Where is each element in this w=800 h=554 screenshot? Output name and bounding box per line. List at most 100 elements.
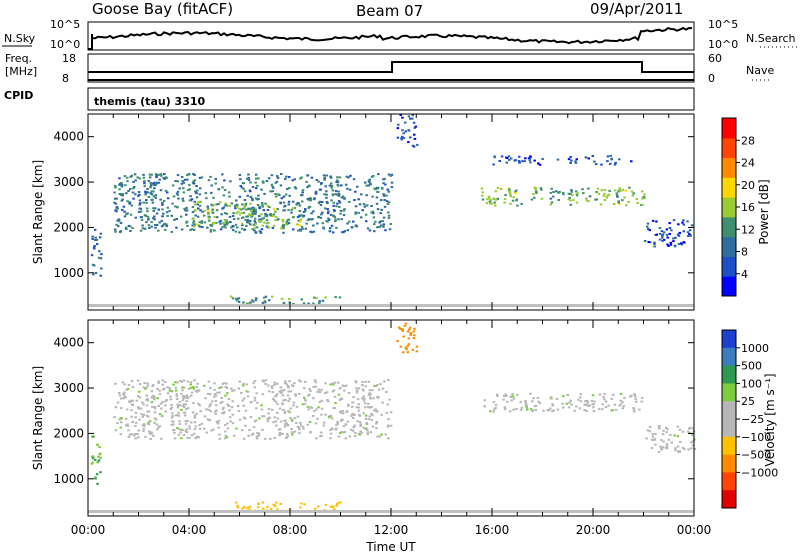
velocity-echo-cell — [160, 407, 163, 410]
power-echo-cell — [264, 202, 267, 205]
velocity-echo-cell — [90, 462, 93, 465]
power-echo-cell — [93, 245, 96, 247]
power-echo-cell — [243, 199, 247, 201]
power-echo-cell — [625, 204, 628, 207]
velocity-echo-cell — [229, 420, 232, 423]
power-echo-cell — [300, 214, 303, 217]
power-echo-cell — [500, 155, 504, 158]
power-echo-cell — [292, 207, 295, 210]
power-echo-cell — [255, 187, 258, 190]
power-echo-cell — [567, 158, 571, 161]
power-echo-cell — [416, 143, 419, 146]
velocity-echo-cell — [529, 408, 533, 411]
power-echo-cell — [262, 217, 265, 220]
power-echo-cell — [595, 191, 598, 193]
velocity-echo-cell — [386, 403, 389, 406]
power-echo-cell — [180, 176, 184, 178]
power-echo-cell — [192, 173, 195, 175]
velocity-echo-cell — [310, 407, 314, 409]
power-echo-cell — [237, 210, 240, 213]
power-echo-cell — [274, 216, 278, 218]
velocity-echo-cell — [131, 400, 134, 403]
power-echo-cell — [282, 227, 285, 230]
power-echo-region — [643, 219, 694, 248]
power-echo-cell — [375, 202, 379, 205]
velocity-echo-cell — [353, 414, 356, 416]
power-echo-cell — [211, 223, 215, 226]
power-echo-cell — [686, 220, 689, 223]
velocity-echo-cell — [189, 381, 193, 384]
velocity-echo-cell — [144, 435, 147, 438]
power-echo-cell — [342, 209, 346, 212]
power-echo-cell — [242, 182, 245, 185]
velocity-echo-cell — [138, 390, 141, 393]
velocity-echo-cell — [341, 410, 344, 412]
velocity-echo-cell — [217, 426, 220, 429]
velocity-echo-cell — [367, 406, 370, 408]
velocity-echo-cell — [323, 421, 326, 424]
power-echo-cell — [261, 180, 265, 183]
power-echo-cell — [292, 216, 295, 219]
velocity-echo-cell — [274, 400, 278, 403]
velocity-echo-cell — [619, 392, 623, 395]
power-echo-cell — [252, 300, 255, 303]
power-echo-cell — [688, 229, 692, 232]
velocity-echo-cell — [408, 328, 411, 331]
power-echo-cell — [249, 181, 252, 184]
velocity-echo-cell — [216, 422, 220, 425]
power-echo-cell — [256, 204, 260, 206]
velocity-echo-cell — [91, 457, 95, 460]
power-echo-cell — [249, 207, 253, 210]
velocity-echo-cell — [358, 433, 362, 436]
power-echo-cell — [538, 163, 542, 166]
power-echo-cell — [618, 187, 621, 190]
velocity-echo-cell — [688, 427, 691, 430]
power-colorbar-cell — [722, 157, 736, 178]
power-echo-cell — [293, 186, 297, 189]
velocity-echo-cell — [322, 424, 326, 427]
velocity-echo-cell — [367, 402, 370, 405]
power-echo-cell — [385, 194, 388, 197]
velocity-echo-cell — [304, 399, 307, 402]
power-echo-cell — [584, 156, 588, 159]
velocity-echo-cell — [664, 426, 668, 429]
velocity-echo-cell — [149, 438, 152, 440]
power-echo-cell — [686, 231, 690, 234]
velocity-echo-cell — [179, 379, 182, 382]
velocity-echo-cell — [241, 399, 244, 402]
power-echo-cell — [312, 230, 316, 233]
power-echo-cell — [663, 231, 666, 234]
power-echo-cell — [340, 184, 343, 187]
velocity-echo-cell — [364, 380, 367, 383]
velocity-echo-cell — [661, 433, 665, 436]
power-echo-cell — [174, 180, 177, 182]
velocity-echo-cell — [214, 410, 217, 413]
velocity-echo-cell — [135, 399, 138, 402]
power-echo-cell — [353, 199, 356, 201]
power-echo-cell — [670, 229, 673, 232]
velocity-echo-cell — [549, 396, 553, 399]
velocity-echo-cell — [641, 396, 644, 399]
nsearch-tick-max: 10^5 — [708, 18, 738, 31]
velocity-echo-region — [90, 435, 102, 485]
power-echo-cell — [266, 205, 269, 207]
power-echo-cell — [309, 230, 312, 233]
velocity-echo-cell — [585, 410, 588, 413]
power-echo-cell — [301, 189, 305, 192]
power-echo-cell — [93, 228, 97, 231]
power-echo-cell — [325, 174, 328, 177]
power-echo-cell — [116, 219, 119, 222]
velocity-echo-cell — [158, 393, 162, 396]
power-echo-cell — [186, 174, 189, 177]
velocity-echo-cell — [242, 397, 246, 400]
velocity-echo-cell — [213, 395, 216, 398]
power-echo-cell — [249, 223, 252, 226]
power-echo-cell — [307, 302, 310, 305]
power-echo-cell — [284, 223, 288, 225]
velocity-echo-cell — [284, 380, 287, 383]
power-echo-cell — [658, 227, 662, 230]
velocity-echo-cell — [337, 435, 341, 438]
power-echo-cell — [387, 217, 391, 219]
velocity-echo-cell — [290, 418, 294, 421]
nsky-label: N.Sky — [4, 32, 36, 45]
